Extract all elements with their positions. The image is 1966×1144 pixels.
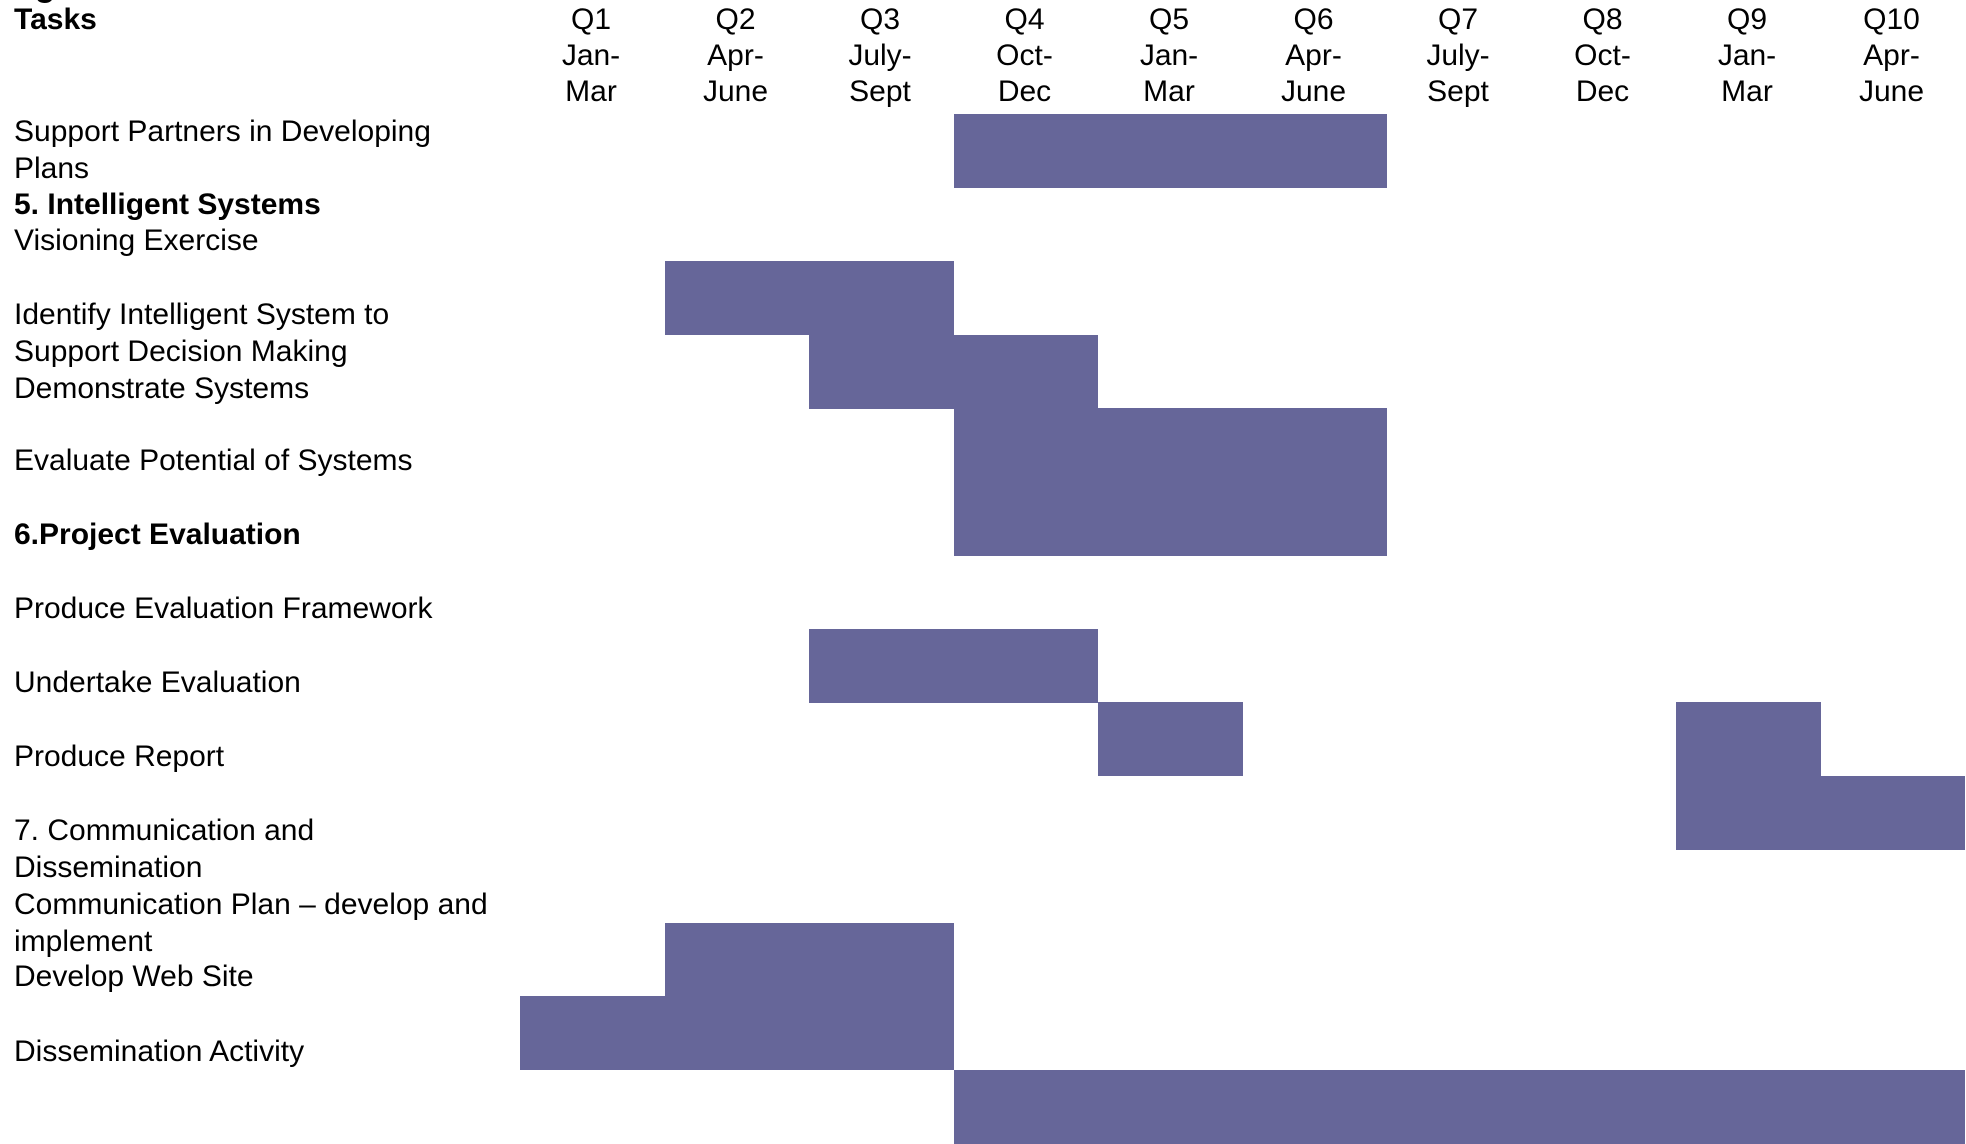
task-label: Visioning Exercise [14,224,259,257]
quarter-header-m1: Jan- [561,39,621,72]
quarter-header-q: Q5 [1148,3,1190,36]
quarter-header-q9: Q9 Jan- Mar [1675,2,1819,110]
quarter-header-q: Q6 [1293,3,1334,36]
task-bar [953,114,1387,188]
quarter-header-q3: Q3 July- Sept [808,2,952,110]
quarter-header-q: Q2 [715,3,756,36]
quarter-header-q: Q9 [1726,3,1768,36]
quarter-header-m1: July- [848,39,912,72]
quarter-header-q: Q10 [1863,3,1920,36]
task-bar [809,334,1098,409]
task-bar [520,996,954,1070]
gantt-chart: ng Tasks Q1Jan-MarQ2Apr-JuneQ3July-SeptQ… [14,0,1965,1144]
quarter-header-q4: Q4 Oct- Dec [953,2,1097,110]
quarter-header-m2: Dec [1575,75,1630,108]
section-heading: 6.Project Evaluation [14,518,301,551]
task-label: Evaluate Potential of Systems [14,444,413,477]
quarter-header-q10: Q10 Apr- June [1820,2,1964,110]
quarter-header-m2: June [1858,75,1925,108]
task-label: Dissemination Activity [14,1035,305,1068]
quarter-header-m2: June [1280,75,1347,108]
quarter-header-m2: Dec [997,75,1052,108]
task-bar [953,481,1387,556]
task-bar [809,628,1098,703]
task-bar [664,261,954,335]
task-label: Develop Web Site [14,960,254,993]
task-bar [953,408,1387,482]
quarter-header-m1: July- [1426,39,1490,72]
task-label: Produce Report [14,740,225,773]
task-bar [1676,702,1821,776]
task-label: Demonstrate Systems [14,372,310,405]
quarter-header-q7: Q7 July- Sept [1386,2,1530,110]
quarter-header-m2: Sept [849,75,911,108]
quarter-header-m2: June [702,75,769,108]
quarter-header-q6: Q6 Apr- June [1242,2,1386,110]
quarter-header-m2: Mar [565,75,617,108]
tasks-column-header: Tasks [14,3,97,36]
quarter-header-m1: Apr- [1285,39,1342,72]
task-bar [1098,702,1243,776]
task-bar [1676,775,1965,850]
quarter-header-q: Q4 [1004,3,1045,36]
quarter-header-q8: Q8 Oct- Dec [1531,2,1675,110]
quarter-header-m2: Sept [1427,75,1489,108]
quarter-header-m1: Jan- [1717,39,1777,72]
quarter-header-m1: Oct- [996,39,1053,72]
task-bar [664,922,954,997]
quarter-header-m1: Oct- [1574,39,1631,72]
task-label: Produce Evaluation Framework [14,592,433,625]
task-label: Communication Plan – develop and impleme… [14,888,488,958]
quarter-header-m2: Mar [1143,75,1195,108]
task-label: Undertake Evaluation [14,666,301,699]
quarter-header-q: Q1 [570,3,612,36]
quarter-header-q: Q7 [1437,3,1479,36]
quarter-header-m1: Apr- [707,39,764,72]
quarter-header-m1: Apr- [1863,39,1920,72]
quarter-header-q: Q8 [1582,3,1623,36]
task-label: Identify Intelligent System to Support D… [14,298,390,368]
task-label: Support Partners in Developing Plans [14,115,431,185]
task-label: 7. Communication and Dissemination [14,814,315,884]
quarter-header-q1: Q1 Jan- Mar [519,2,663,110]
quarter-header-m1: Jan- [1139,39,1199,72]
quarter-header-m2: Mar [1721,75,1773,108]
quarter-header-q5: Q5 Jan- Mar [1097,2,1241,110]
section-heading: 5. Intelligent Systems [14,188,321,221]
quarter-header-q: Q3 [859,3,901,36]
task-bar [953,1069,1965,1144]
quarter-header-q2: Q2 Apr- June [664,2,808,110]
clipped-title: ng [14,0,56,5]
